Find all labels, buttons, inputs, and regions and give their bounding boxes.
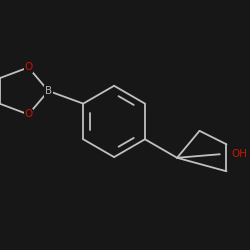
Text: B: B [45,86,52,96]
Text: O: O [24,62,32,72]
Text: O: O [24,110,32,120]
Text: OH: OH [232,149,248,159]
